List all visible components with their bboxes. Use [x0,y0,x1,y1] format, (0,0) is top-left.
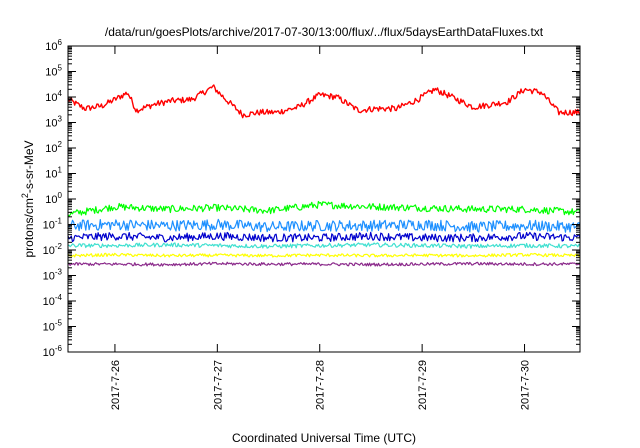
series-line [67,200,581,217]
series-line [67,242,581,249]
y-axis-title: protons/cm2-s-sr-MeV [20,140,36,257]
series-line [67,218,581,233]
series-line [67,84,581,119]
x-tick-label: 2017-7-29 [417,360,429,410]
y-tick-base: 10 [43,296,55,308]
y-tick-base: 10 [45,169,57,181]
y-tick-label: 106 [45,38,62,53]
y-tick-base: 10 [45,118,57,130]
y-tick-base: 10 [43,347,55,359]
y-tick-base: 10 [43,322,55,334]
y-tick-base: 10 [43,245,55,257]
y-tick-label: 10-4 [43,293,63,308]
y-tick-exponent: -2 [55,242,63,251]
series-line [67,261,581,267]
series-line [67,252,581,258]
chart-title: /data/run/goesPlots/archive/2017-07-30/1… [105,25,544,39]
x-tick-label: 2017-7-28 [315,360,327,410]
y-tick-exponent: -3 [55,268,63,277]
y-tick-label: 10-3 [43,268,63,283]
y-tick-label: 10-6 [43,344,63,359]
y-tick-label: 103 [45,115,62,130]
plot-frame [67,45,581,353]
y-tick-exponent: 5 [58,64,63,73]
series-layer [67,84,581,267]
y-tick-base: 10 [45,41,57,53]
x-axis-title: Coordinated Universal Time (UTC) [232,431,416,445]
y-tick-label: 10-5 [43,319,63,334]
y-tick-label: 105 [45,64,62,79]
y-tick-exponent: 6 [58,38,63,47]
y-tick-base: 10 [43,220,55,232]
series-line [67,231,581,243]
y-tick-base: 10 [45,67,57,79]
y-axis-title-pre: protons/cm [22,198,36,257]
x-tick-label: 2017-7-30 [520,360,532,410]
y-tick-exponent: -1 [55,217,63,226]
y-axis-title-post: -s-sr-MeV [22,140,36,193]
y-tick-label: 102 [45,140,62,155]
y-tick-exponent: -5 [55,319,63,328]
y-tick-label: 10-2 [43,242,63,257]
y-tick-base: 10 [45,194,57,206]
y-tick-label: 100 [45,191,62,206]
y-tick-exponent: 2 [58,140,63,149]
y-tick-exponent: 0 [58,191,63,200]
x-tick-label: 2017-7-26 [110,360,122,410]
y-tick-label: 104 [45,89,62,104]
y-tick-exponent: -4 [55,293,63,302]
y-tick-exponent: 3 [58,115,63,124]
y-tick-label: 10-1 [43,217,63,232]
ticks-layer: 10-610-510-410-310-210-11001011021031041… [43,38,580,410]
y-tick-base: 10 [43,271,55,283]
y-tick-label: 101 [45,166,62,181]
y-tick-exponent: -6 [55,344,63,353]
y-tick-exponent: 1 [58,166,63,175]
y-tick-base: 10 [45,92,57,104]
x-tick-label: 2017-7-27 [212,360,224,410]
y-tick-exponent: 4 [58,89,63,98]
y-axis-title-sup: 2 [20,193,30,198]
y-tick-base: 10 [45,143,57,155]
